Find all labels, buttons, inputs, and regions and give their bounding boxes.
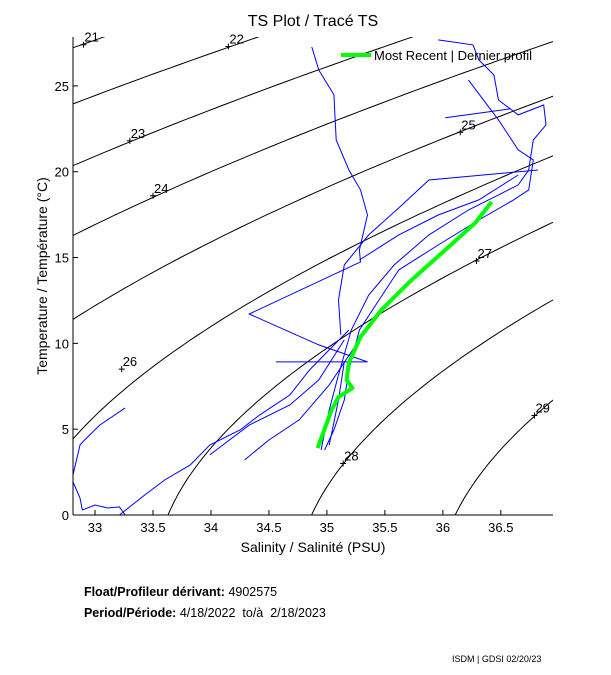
contour-label-marker — [531, 412, 538, 419]
y-tick-label: 20 — [55, 165, 69, 180]
float-label: Float/Profileur dérivant: — [83, 585, 225, 599]
contour-line-23 — [73, 37, 414, 167]
y-axis-label: Temperature / Température (°C) — [34, 177, 50, 375]
contour-label: 22 — [229, 31, 243, 46]
profile-line — [73, 407, 126, 476]
contour-label: 24 — [154, 181, 168, 196]
contour-line-22 — [73, 37, 260, 105]
profile-line — [359, 174, 519, 261]
profile-line — [337, 169, 538, 335]
profile-line — [320, 39, 547, 451]
period-info: Period/Période: 4/18/2022 to/à 2/18/2023 — [77, 592, 326, 620]
profile-line — [119, 329, 350, 515]
legend: Most Recent | Dernier profil — [341, 48, 532, 63]
most-recent-profile-line — [315, 200, 494, 449]
contour-label-marker — [118, 366, 125, 373]
float-info: Float/Profileur dérivant: 4902575 — [77, 571, 277, 599]
period-label: Period/Période: — [83, 606, 177, 620]
contour-line-24 — [73, 41, 553, 237]
contour-label-marker — [340, 460, 347, 467]
contour-line-29 — [454, 399, 553, 515]
contour-label-marker — [225, 43, 232, 50]
contour-label: 21 — [84, 30, 98, 45]
x-tick-label: 36 — [436, 520, 450, 535]
contour-line-25 — [73, 95, 553, 320]
chart-title: TS Plot / Tracé TS — [248, 13, 378, 30]
contour-label: 23 — [131, 126, 145, 141]
y-tick-label: 15 — [55, 251, 69, 266]
y-tick-label: 0 — [62, 508, 69, 523]
x-tick-label: 35.5 — [372, 520, 397, 535]
profile-lines — [73, 39, 547, 515]
x-tick-label: 33 — [88, 520, 102, 535]
x-tick-label: 33.5 — [140, 520, 165, 535]
contour-line-21 — [73, 37, 106, 49]
contour-line-27 — [167, 221, 553, 515]
density-contours — [73, 37, 553, 515]
contour-label-marker — [80, 41, 87, 48]
contour-label: 28 — [344, 449, 358, 464]
axes: 33 33.5 34 34.5 35 35.5 36 36.5 0 5 10 15 20 25 — [55, 37, 553, 535]
contour-label-marker — [473, 257, 480, 264]
contour-label: 29 — [535, 400, 549, 415]
contour-label-marker — [457, 129, 464, 136]
contour-label-marker — [150, 192, 156, 199]
y-tick-label: 10 — [55, 336, 69, 351]
x-axis-label: Salinity / Salinité (PSU) — [241, 539, 386, 555]
x-tick-label: 34.5 — [256, 520, 281, 535]
float-id: 4902575 — [228, 585, 278, 599]
legend-label: Most Recent | Dernier profil — [374, 48, 532, 63]
period-separator: to/à — [242, 606, 264, 620]
x-tick-label: 35 — [320, 520, 334, 535]
x-tick-label: 36.5 — [488, 520, 513, 535]
contour-labels: 21 22 23 24 25 26 27 28 29 — [80, 30, 550, 467]
y-tick-label: 5 — [62, 422, 69, 437]
contour-line-28 — [311, 299, 553, 515]
contour-line-26 — [73, 155, 553, 440]
period-end: 2/18/2023 — [270, 606, 326, 620]
y-tick-label: 25 — [55, 79, 69, 94]
contour-label: 25 — [461, 117, 475, 132]
contour-label-marker — [126, 137, 133, 144]
contour-label: 26 — [123, 354, 137, 369]
profile-line — [244, 339, 360, 461]
profile-line — [209, 339, 345, 456]
footer-credit: ISDM | GDSI 02/20/23 — [452, 654, 542, 664]
x-tick-label: 34 — [204, 520, 218, 535]
profile-line — [445, 108, 511, 119]
contour-label: 27 — [477, 246, 491, 261]
period-start: 4/18/2022 — [179, 606, 236, 620]
profile-line — [247, 46, 369, 446]
profile-line — [73, 481, 126, 515]
